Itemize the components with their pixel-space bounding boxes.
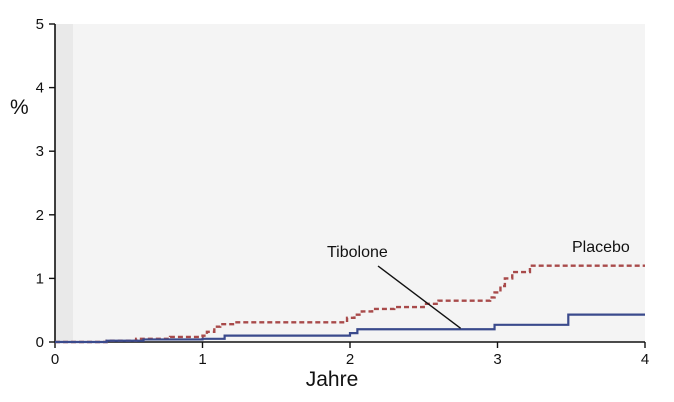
y-tick-label-5: 5 [36,16,44,33]
axes [49,23,646,348]
y-tick-label-1: 1 [36,270,44,287]
tibolone-leader-line [377,265,462,329]
x-tick-label-0: 0 [51,351,59,368]
x-tick-label-2: 2 [346,351,354,368]
tick-labels: 0 1 2 3 4 5 0 1 2 3 4 [36,16,650,368]
plot-area [55,24,645,342]
y-tick-label-3: 3 [36,143,44,160]
series-layer [55,264,645,344]
y-tick-label-2: 2 [36,207,44,224]
x-tick-label-4: 4 [641,351,649,368]
x-tick-label-3: 3 [493,351,501,368]
plot-background [55,24,645,342]
series-placebo [55,264,645,344]
y-tick-label-4: 4 [36,80,44,97]
y-tick-label-0: 0 [36,334,44,351]
plot-area-shade [55,24,73,342]
tibolone-annotation: Tibolone [327,244,388,261]
series-tibolone [55,313,645,344]
x-axis-label: Jahre [306,368,359,391]
y-axis-label: % [10,96,29,119]
x-tick-label-1: 1 [198,351,206,368]
placebo-annotation: Placebo [572,239,630,256]
